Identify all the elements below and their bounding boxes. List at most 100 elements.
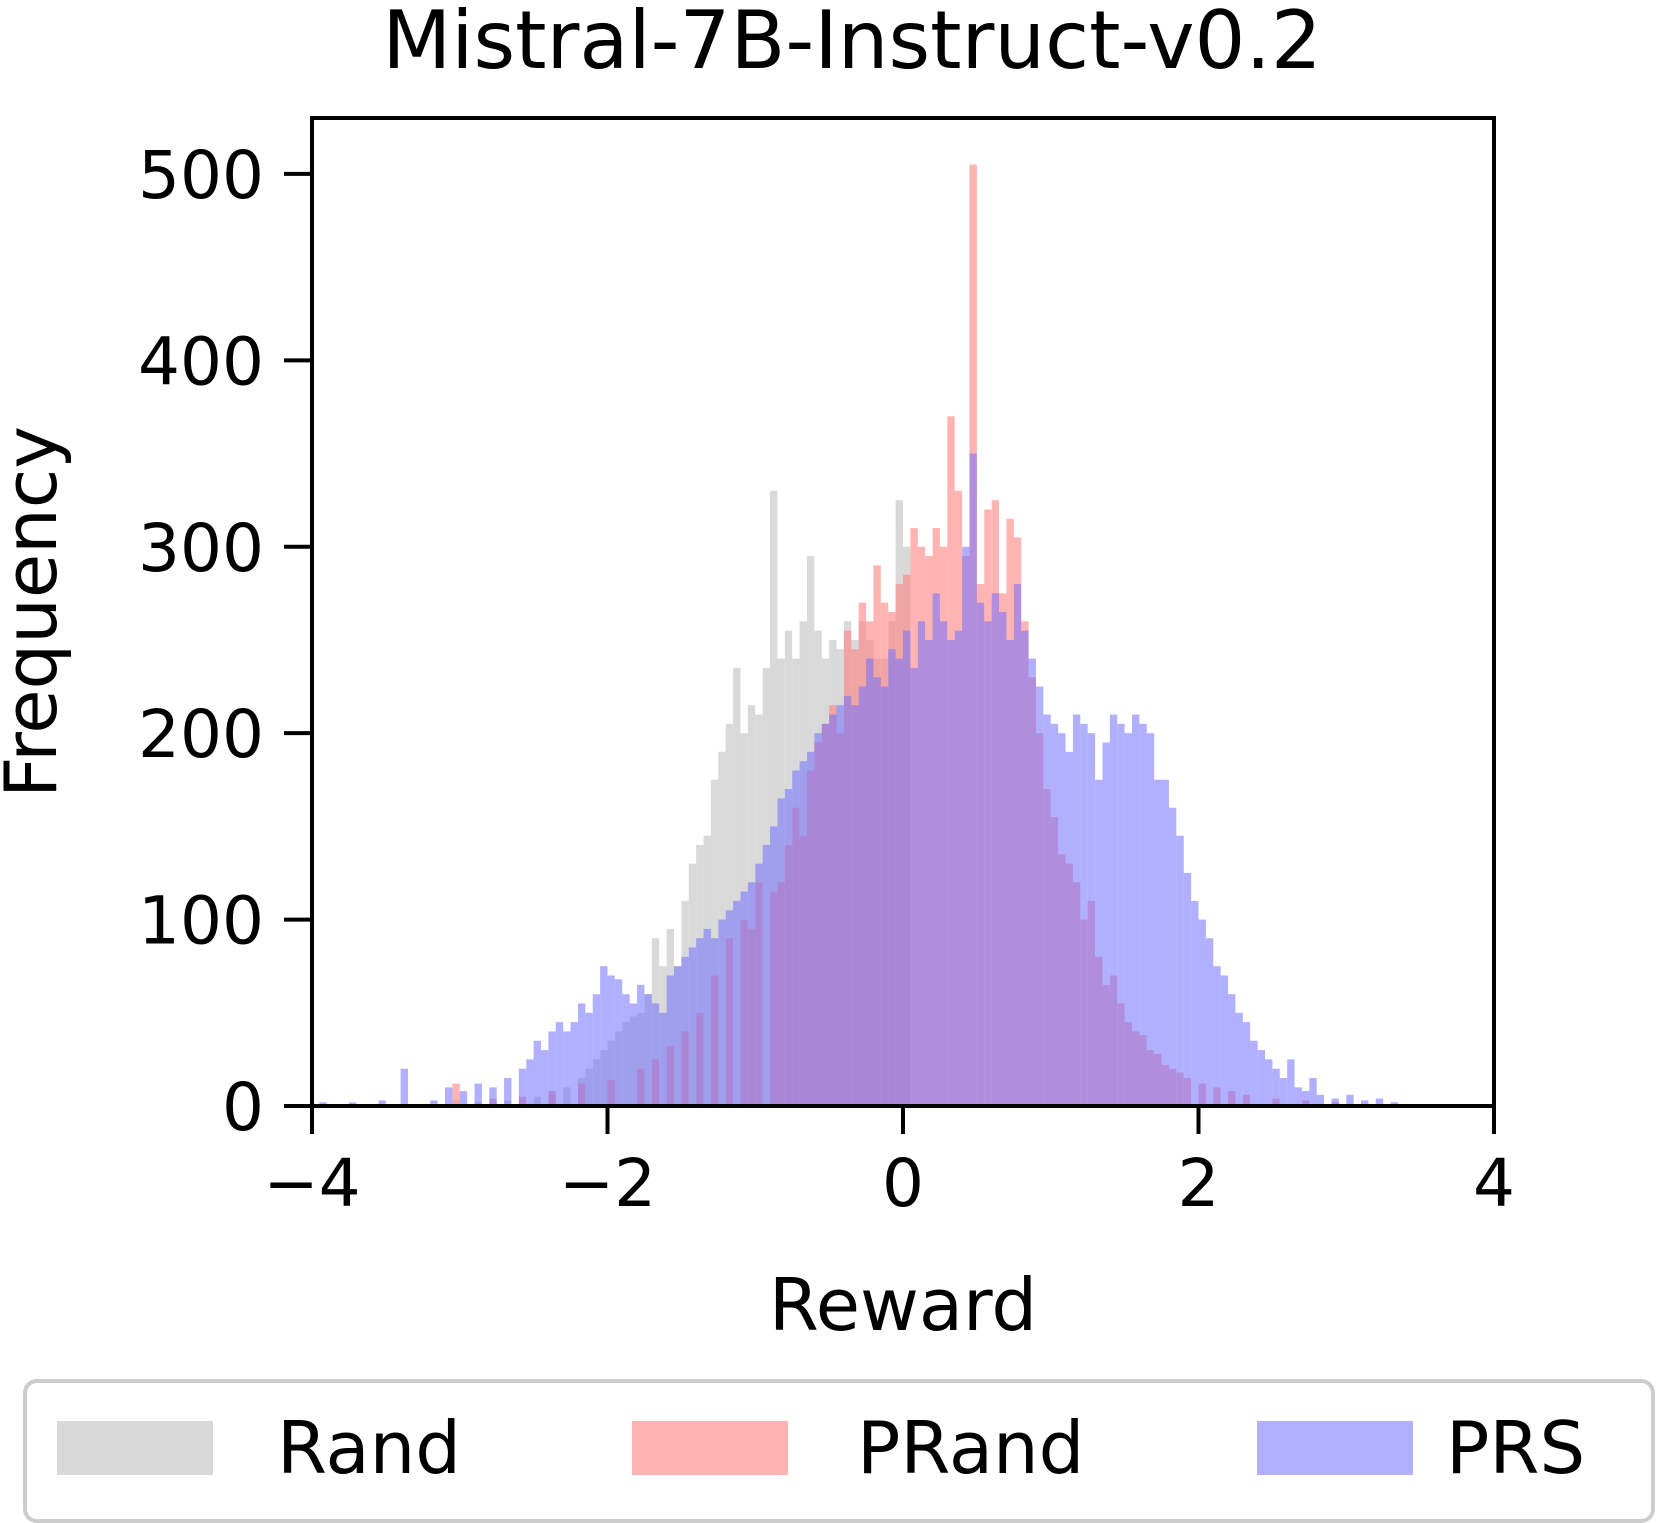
bar-prs-54 <box>843 695 852 1106</box>
bar-prs-95 <box>1146 733 1155 1106</box>
bar-prs-14 <box>548 1031 556 1106</box>
bar-rand-28 <box>733 667 741 1106</box>
bar-prs-120 <box>1346 1094 1354 1106</box>
bar-prs-91 <box>1117 723 1125 1106</box>
bar-prs-9 <box>504 1078 512 1106</box>
bar-prs-11 <box>526 1059 534 1106</box>
bar-prs-110 <box>1257 1050 1265 1106</box>
bar-prs-35 <box>703 928 711 1106</box>
bar-prs-21 <box>600 966 608 1106</box>
legend-label-prand: PRand <box>857 1406 1084 1490</box>
bar-prs-98 <box>1168 807 1177 1106</box>
bar-prs-114 <box>1287 1059 1295 1106</box>
bar-prs-64 <box>917 621 926 1106</box>
x-axis: −4 −2 0 2 4 <box>263 1106 1515 1222</box>
bar-prs-43 <box>762 845 771 1106</box>
bar-prs-111 <box>1264 1059 1273 1106</box>
y-tick-label: 0 <box>222 1069 264 1146</box>
bar-prs-6 <box>459 1091 468 1106</box>
bar-prs-62 <box>903 630 911 1106</box>
bar-prs-18 <box>577 1003 586 1106</box>
bar-prs-69 <box>954 630 963 1106</box>
bar-prs-115 <box>1294 1087 1302 1106</box>
bar-rand-33 <box>770 490 778 1106</box>
bar-prs-59 <box>880 686 889 1106</box>
bar-prs-38 <box>725 910 734 1106</box>
bar-prs-105 <box>1220 975 1229 1106</box>
bar-prs-13 <box>541 1050 549 1106</box>
legend: Rand PRand PRS <box>23 1379 1655 1523</box>
bar-prs-89 <box>1102 742 1110 1106</box>
bar-prs-71 <box>969 453 977 1106</box>
bar-prs-80 <box>1035 686 1044 1106</box>
bar-prs-86 <box>1080 723 1088 1106</box>
bar-prs-61 <box>895 658 903 1106</box>
bar-prs-52 <box>829 714 837 1106</box>
legend-box <box>23 1379 1655 1523</box>
x-tick-label: −2 <box>559 1145 656 1222</box>
bar-prs-94 <box>1139 723 1147 1106</box>
bar-prs-113 <box>1279 1078 1288 1106</box>
y-tick-label: 400 <box>138 323 264 400</box>
bar-prs-117 <box>1309 1078 1317 1106</box>
bar-prs-90 <box>1109 714 1118 1106</box>
bar-prs-17 <box>570 1022 578 1106</box>
legend-swatch-prs <box>1257 1421 1413 1475</box>
chart-title: Mistral-7B-Instruct-v0.2 <box>382 0 1322 87</box>
bar-prs-27 <box>644 994 652 1106</box>
bar-prs-87 <box>1087 733 1096 1106</box>
bar-prs-102 <box>1198 919 1206 1106</box>
bar-prs-104 <box>1213 966 1221 1106</box>
bar-prs-63 <box>910 667 918 1106</box>
bar-prs-55 <box>851 705 859 1106</box>
bar-prs-66 <box>932 593 940 1106</box>
bar-prs-92 <box>1124 733 1133 1106</box>
bar-prs-42 <box>755 863 763 1106</box>
legend-label-rand: Rand <box>277 1406 461 1490</box>
bar-prs-82 <box>1050 723 1059 1106</box>
bar-prs-65 <box>925 639 933 1106</box>
bar-prs-2 <box>378 1100 386 1106</box>
bars-layer <box>319 164 1398 1107</box>
bar-prs-34 <box>696 938 704 1106</box>
x-tick-label: 0 <box>882 1145 924 1222</box>
bar-prs-107 <box>1235 1012 1243 1106</box>
bar-prs-29 <box>659 1012 667 1106</box>
bar-prs-37 <box>718 919 726 1106</box>
legend-swatch-prand <box>632 1421 788 1475</box>
bar-prs-84 <box>1065 751 1073 1106</box>
bar-prs-10 <box>518 1068 527 1106</box>
bar-prs-32 <box>681 956 689 1106</box>
bar-prs-47 <box>792 770 800 1106</box>
bar-prs-33 <box>688 947 697 1106</box>
bar-prs-36 <box>710 938 719 1106</box>
bar-prs-112 <box>1272 1068 1280 1106</box>
bar-prs-76 <box>1006 639 1014 1106</box>
bar-prs-26 <box>637 984 645 1106</box>
y-tick-label: 300 <box>138 510 264 587</box>
bar-prs-20 <box>592 994 601 1106</box>
bar-prand-0 <box>452 1083 460 1106</box>
legend-swatch-rand <box>57 1421 213 1475</box>
bar-prs-41 <box>747 882 756 1106</box>
bar-prs-53 <box>836 705 844 1106</box>
bar-prs-22 <box>607 975 615 1106</box>
bar-prs-23 <box>614 979 623 1106</box>
bar-prs-7 <box>474 1083 482 1106</box>
bar-prs-49 <box>806 751 815 1106</box>
bar-prs-40 <box>740 891 748 1106</box>
bar-prs-116 <box>1301 1091 1310 1106</box>
bar-prs-46 <box>784 789 793 1106</box>
bar-prs-121 <box>1361 1100 1369 1106</box>
y-tick-label: 200 <box>138 696 264 773</box>
bar-prs-56 <box>858 686 867 1106</box>
bar-prs-15 <box>555 1022 564 1106</box>
bar-prs-8 <box>489 1087 497 1106</box>
bar-prs-30 <box>666 975 674 1106</box>
bar-prs-72 <box>976 602 985 1106</box>
bar-prs-108 <box>1242 1022 1251 1106</box>
bar-prs-25 <box>629 1003 638 1106</box>
bar-prs-31 <box>673 966 682 1106</box>
bar-prs-88 <box>1095 779 1103 1106</box>
bar-prs-70 <box>962 546 970 1106</box>
